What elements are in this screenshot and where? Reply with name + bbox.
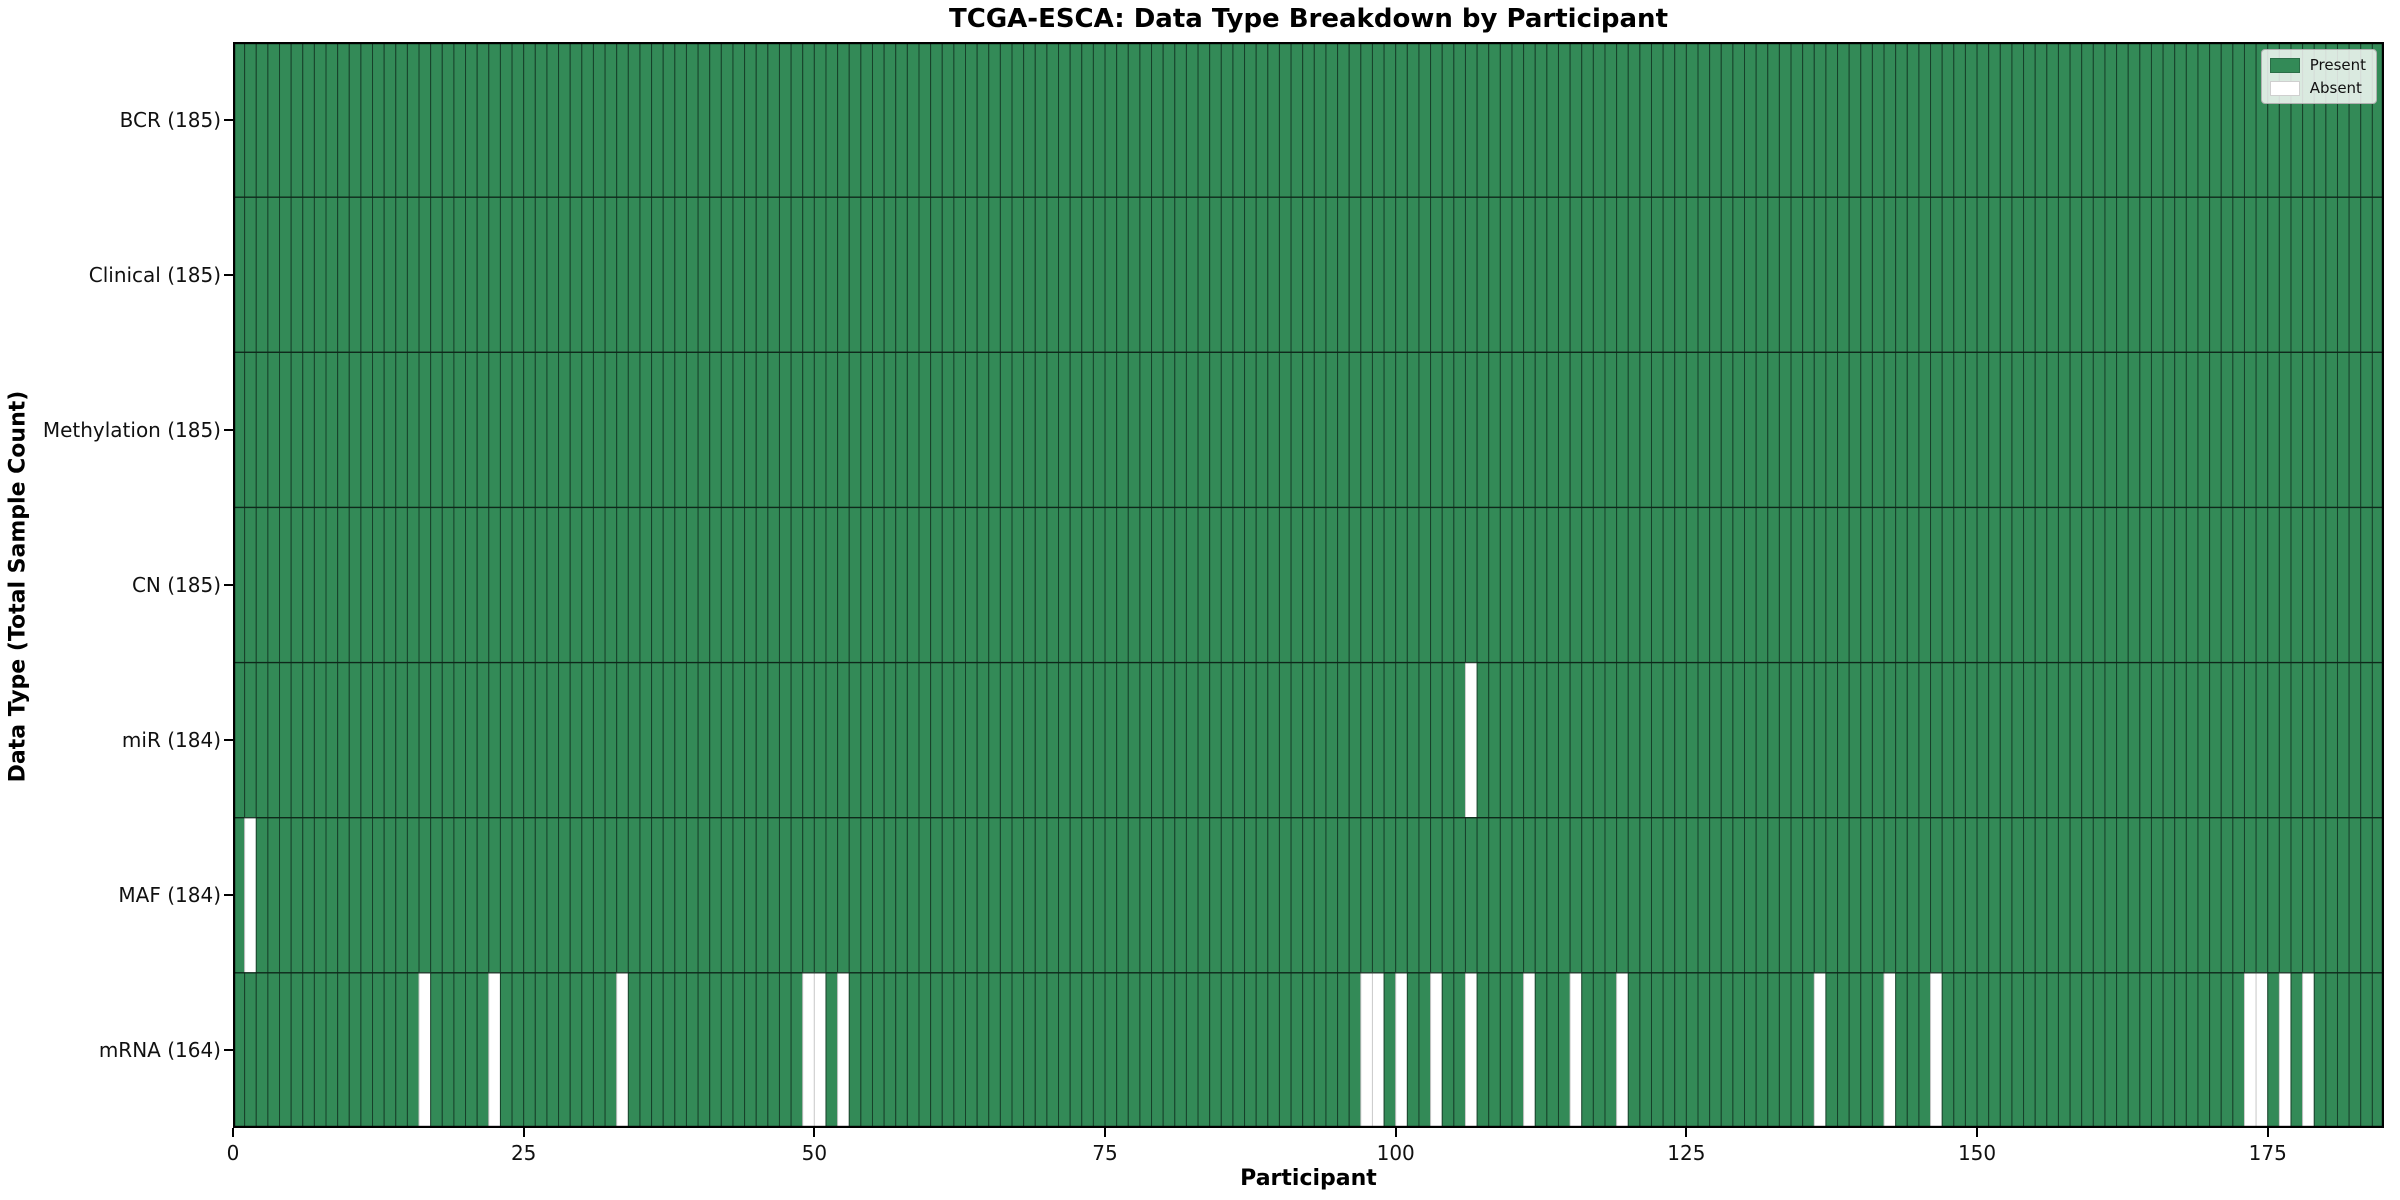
xtick-mark	[522, 1128, 525, 1137]
legend-present-label: Present	[2309, 56, 2366, 74]
legend-absent-swatch	[2269, 80, 2300, 96]
xtick-label-125: 125	[1667, 1141, 1706, 1165]
ytick-label-mir: miR (184)	[121, 728, 221, 753]
xtick-mark	[2266, 1128, 2269, 1137]
xtick-mark	[232, 1128, 234, 1137]
xtick-mark	[1685, 1128, 1688, 1137]
xtick-mark	[1394, 1128, 1397, 1137]
ytick-label-bcr: BCR (185)	[119, 107, 221, 132]
xtick-mark	[1976, 1128, 1979, 1137]
heatmap-svg	[233, 42, 2384, 1128]
ytick-mark	[224, 894, 233, 897]
legend-present-swatch	[2269, 57, 2300, 73]
ytick-label-mrna: mRNA (164)	[98, 1038, 221, 1063]
xtick-label-0: 0	[226, 1141, 240, 1165]
ytick-mark	[224, 1049, 233, 1052]
xtick-label-175: 175	[2248, 1141, 2287, 1165]
ytick-mark	[224, 118, 233, 121]
xtick-label-50: 50	[801, 1141, 828, 1165]
xtick-mark	[813, 1128, 816, 1137]
y-axis-label: Data Type (Total Sample Count)	[5, 390, 31, 783]
xtick-label-25: 25	[510, 1141, 537, 1165]
xtick-label-75: 75	[1092, 1141, 1118, 1165]
ytick-mark	[224, 428, 233, 431]
x-axis-label: Participant	[1240, 1166, 1377, 1191]
ytick-label-methylation: Methylation (185)	[42, 417, 221, 442]
chart-title: TCGA-ESCA: Data Type Breakdown by Partic…	[949, 4, 1668, 34]
xtick-mark	[1104, 1128, 1107, 1137]
ytick-label-clinical: Clinical (185)	[88, 262, 221, 287]
xtick-label-100: 100	[1376, 1141, 1415, 1165]
legend: Present Absent	[2260, 49, 2377, 104]
ytick-label-cn: CN (185)	[131, 573, 221, 597]
heatmap-plot: Present Absent	[233, 42, 2384, 1128]
ytick-label-maf: MAF (184)	[118, 883, 221, 908]
legend-absent-label: Absent	[2309, 79, 2362, 97]
ytick-mark	[224, 273, 233, 276]
legend-entry-present: Present	[2269, 56, 2366, 74]
ytick-mark	[224, 739, 233, 742]
ytick-mark	[224, 584, 233, 586]
legend-entry-absent: Absent	[2269, 79, 2366, 97]
xtick-label-150: 150	[1957, 1141, 1997, 1165]
